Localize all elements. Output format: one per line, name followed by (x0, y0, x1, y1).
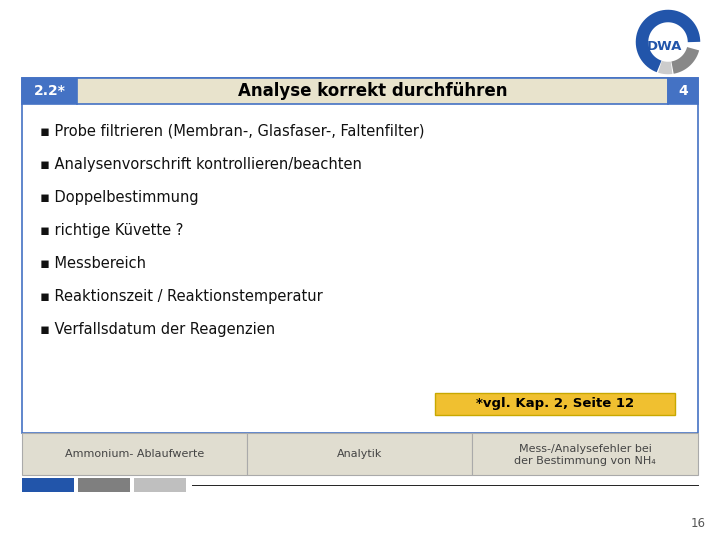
Text: 4: 4 (678, 84, 688, 98)
Text: ▪ Reaktionszeit / Reaktionstemperatur: ▪ Reaktionszeit / Reaktionstemperatur (40, 289, 323, 304)
Bar (435, 393, 675, 415)
Text: *vgl. Kap. 2, Seite 12: *vgl. Kap. 2, Seite 12 (476, 397, 634, 410)
Text: der Bestimmung von NH₄: der Bestimmung von NH₄ (514, 456, 656, 466)
Text: 2.2*: 2.2* (34, 84, 66, 98)
Text: Analyse korrekt durchführen: Analyse korrekt durchführen (238, 82, 508, 100)
Bar (247, 433, 472, 475)
Text: Ammonium- Ablaufwerte: Ammonium- Ablaufwerte (65, 449, 204, 459)
Text: ▪ Messbereich: ▪ Messbereich (40, 256, 146, 271)
Text: ▪ Doppelbestimmung: ▪ Doppelbestimmung (40, 190, 199, 205)
Bar (77, 78, 668, 104)
Text: Mess-/Analysefehler bei: Mess-/Analysefehler bei (518, 444, 652, 454)
Text: ▪ Analysenvorschrift kontrollieren/beachten: ▪ Analysenvorschrift kontrollieren/beach… (40, 157, 362, 172)
Text: 16: 16 (691, 517, 706, 530)
Text: ▪ Verfallsdatum der Reagenzien: ▪ Verfallsdatum der Reagenzien (40, 322, 275, 337)
Text: DWA: DWA (647, 40, 682, 53)
Bar (78, 478, 130, 492)
Bar (134, 478, 186, 492)
Bar (22, 433, 247, 475)
Bar (668, 78, 698, 104)
Bar (22, 78, 77, 104)
Text: ▪ richtige Küvette ?: ▪ richtige Küvette ? (40, 223, 184, 238)
Bar (472, 433, 698, 475)
Bar (22, 478, 74, 492)
Text: ▪ Probe filtrieren (Membran-, Glasfaser-, Faltenfilter): ▪ Probe filtrieren (Membran-, Glasfaser-… (40, 124, 425, 139)
Text: Analytik: Analytik (337, 449, 382, 459)
Bar (22, 78, 698, 433)
